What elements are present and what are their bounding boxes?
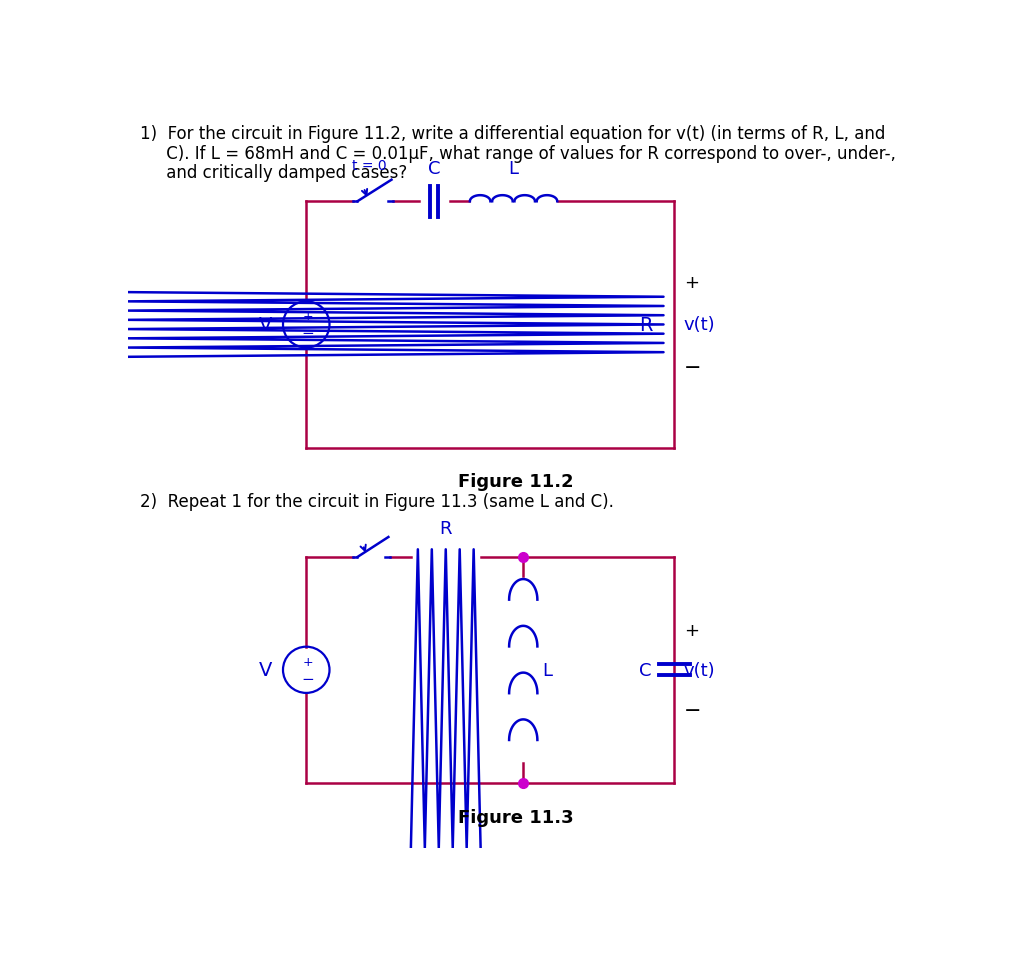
Text: +: + (684, 621, 698, 639)
Text: and critically damped cases?: and critically damped cases? (139, 164, 407, 182)
Text: v(t): v(t) (684, 661, 716, 679)
Text: v(t): v(t) (684, 316, 716, 335)
Text: L: L (509, 159, 518, 177)
Text: +: + (302, 310, 313, 323)
Text: t = 0: t = 0 (351, 159, 386, 172)
Text: −: − (684, 357, 701, 377)
Text: V: V (259, 315, 272, 335)
Text: R: R (639, 315, 652, 335)
Text: R: R (439, 519, 452, 537)
Text: −: − (301, 326, 314, 341)
Text: 1)  For the circuit in Figure 11.2, write a differential equation for v(t) (in t: 1) For the circuit in Figure 11.2, write… (139, 125, 885, 143)
Text: 2)  Repeat 1 for the circuit in Figure 11.3 (same L and C).: 2) Repeat 1 for the circuit in Figure 11… (139, 493, 613, 511)
Text: −: − (301, 671, 314, 686)
Text: C). If L = 68mH and C = 0.01μF, what range of values for R correspond to over-, : C). If L = 68mH and C = 0.01μF, what ran… (139, 144, 896, 162)
Text: −: − (684, 700, 701, 720)
Text: +: + (684, 274, 698, 292)
Text: C: C (428, 159, 440, 177)
Text: Figure 11.3: Figure 11.3 (458, 808, 573, 826)
Text: L: L (542, 661, 552, 679)
Text: C: C (639, 661, 651, 679)
Text: +: + (302, 655, 313, 668)
Text: V: V (259, 660, 272, 679)
Text: Figure 11.2: Figure 11.2 (458, 473, 573, 491)
